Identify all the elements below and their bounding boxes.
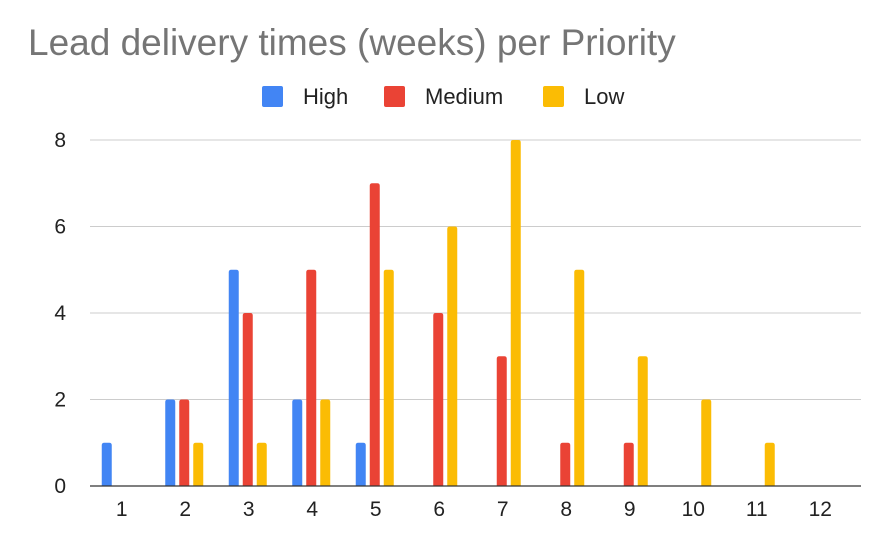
x-tick-label: 12 (809, 498, 832, 521)
bar-medium-7 (496, 356, 507, 486)
bar-medium-4 (306, 269, 317, 486)
y-tick-label: 0 (54, 475, 66, 498)
bar-medium-6 (433, 313, 444, 486)
bar-low-6 (447, 226, 458, 486)
bar-high-3 (228, 269, 239, 486)
bar-high-5 (355, 442, 366, 486)
bar-low-2 (193, 442, 204, 486)
bar-medium-5 (369, 183, 380, 486)
y-axis-ticks: 0 2 4 6 8 (54, 129, 66, 498)
legend-label-high: High (303, 84, 348, 109)
x-tick-label: 8 (560, 498, 572, 521)
y-tick-label: 2 (54, 389, 66, 412)
x-tick-label: 7 (497, 498, 509, 521)
bar-low-4 (320, 399, 331, 486)
bar-high-2 (165, 399, 176, 486)
x-tick-label: 11 (746, 498, 768, 521)
bar-low-9 (637, 356, 648, 486)
bar-low-10 (701, 399, 712, 486)
legend-swatch-low (543, 86, 564, 107)
bar-low-7 (510, 140, 521, 486)
legend-swatch-high (262, 86, 283, 107)
x-tick-label: 1 (116, 498, 128, 521)
x-tick-label: 4 (306, 498, 318, 521)
bar-medium-9 (623, 442, 634, 486)
bar-medium-8 (560, 442, 571, 486)
bar-low-8 (574, 269, 585, 486)
bar-high-1 (101, 442, 112, 486)
bar-medium-2 (179, 399, 190, 486)
x-tick-label: 9 (624, 498, 636, 521)
x-tick-label: 5 (370, 498, 382, 521)
bar-low-5 (383, 269, 394, 486)
bar-low-11 (764, 442, 775, 486)
x-tick-label: 6 (433, 498, 445, 521)
bar-high-4 (292, 399, 303, 486)
x-axis-ticks: 1 2 3 4 5 6 7 8 9 10 11 12 (116, 498, 832, 521)
bars (101, 140, 775, 486)
bar-medium-3 (242, 313, 253, 486)
y-tick-label: 6 (54, 216, 66, 239)
x-tick-label: 2 (179, 498, 191, 521)
chart-title: Lead delivery times (weeks) per Priority (28, 22, 676, 63)
legend-label-low: Low (584, 84, 624, 109)
legend: High Medium Low (262, 84, 624, 109)
y-tick-label: 8 (54, 129, 66, 152)
legend-swatch-medium (384, 86, 405, 107)
legend-label-medium: Medium (425, 84, 503, 109)
x-tick-label: 10 (682, 498, 705, 521)
y-tick-label: 4 (54, 302, 66, 325)
gridlines (90, 139, 861, 400)
bar-low-3 (256, 442, 267, 486)
x-tick-label: 3 (243, 498, 255, 521)
